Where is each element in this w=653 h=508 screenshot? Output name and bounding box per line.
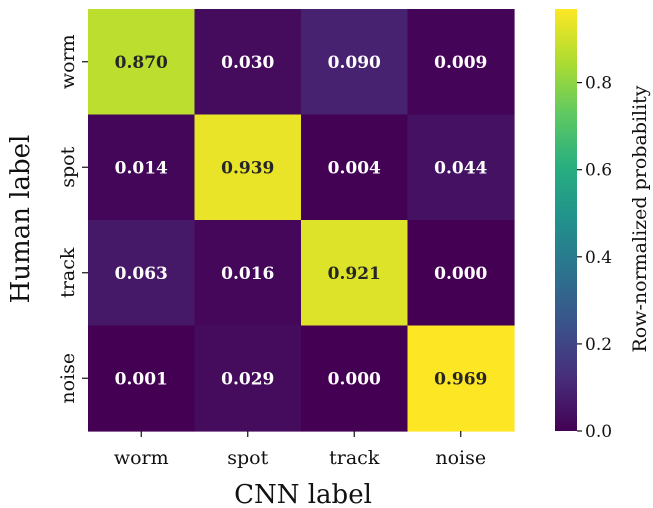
heatmap-grid: 0.870 0.030 0.090 0.009 0.014 0.939 0.004 0.044… <box>88 9 515 432</box>
heatmap-cell-worm-spot <box>194 9 302 116</box>
cell-value-label: 0.009 <box>434 53 487 73</box>
x-axis-ticks: worm spot track noise <box>114 431 486 469</box>
x-tick-label-worm: worm <box>114 447 169 469</box>
y-tick-label-spot: spot <box>57 146 79 187</box>
cell-value-label: 0.090 <box>328 53 381 73</box>
colorbar-tick-label: 0.8 <box>585 74 612 94</box>
cell-value-label: 0.016 <box>221 264 274 284</box>
cell-value-label: 0.044 <box>434 158 487 178</box>
cell-value-label: 0.921 <box>328 264 381 284</box>
cell-value-label: 0.030 <box>221 53 274 73</box>
y-tick-label-noise: noise <box>57 353 79 404</box>
heatmap-cell-spot-track <box>301 114 409 221</box>
heatmap-cell-noise-track <box>301 325 409 432</box>
heatmap-cell-spot-worm <box>88 114 196 221</box>
cell-value-label: 0.969 <box>434 369 487 389</box>
colorbar-title: Row-normalized probability <box>629 85 651 352</box>
heatmap-cell-spot-noise <box>407 114 515 221</box>
heatmap-cell-track-track <box>301 220 409 327</box>
x-tick-label-noise: noise <box>435 447 486 469</box>
heatmap-cell-worm-worm <box>88 9 196 116</box>
cell-value-label: 0.063 <box>115 264 168 284</box>
cell-value-label: 0.014 <box>115 158 168 178</box>
cell-value-label: 0.004 <box>328 158 381 178</box>
colorbar: 0.0 0.2 0.4 0.6 0.8 Row-normalized probabili… <box>555 9 651 442</box>
x-axis-title: CNN label <box>234 480 372 508</box>
heatmap-cell-worm-track <box>301 9 409 116</box>
heatmap-cell-worm-noise <box>407 9 515 116</box>
cell-value-label: 0.939 <box>221 158 274 178</box>
cell-value-label: 0.870 <box>115 53 168 73</box>
y-tick-label-track: track <box>57 247 79 298</box>
colorbar-tick-label: 0.4 <box>585 248 612 268</box>
heatmap-cell-spot-spot <box>194 114 302 221</box>
x-tick-label-spot: spot <box>227 447 268 469</box>
x-tick-label-track: track <box>329 447 380 469</box>
colorbar-tick-label: 0.2 <box>585 335 612 355</box>
cell-value-label: 0.000 <box>434 264 487 284</box>
cell-value-label: 0.029 <box>221 369 274 389</box>
colorbar-tick-label: 0.0 <box>585 422 612 442</box>
heatmap-cell-track-noise <box>407 220 515 327</box>
heatmap-cell-noise-spot <box>194 325 302 432</box>
colorbar-gradient <box>555 9 577 431</box>
cell-value-label: 0.001 <box>115 369 168 389</box>
heatmap-cell-noise-noise <box>407 325 515 432</box>
heatmap-cell-track-worm <box>88 220 196 327</box>
y-axis-title: Human label <box>6 135 36 304</box>
colorbar-ticks: 0.0 0.2 0.4 0.6 0.8 <box>577 74 612 442</box>
y-axis-ticks: worm spot track noise <box>57 34 88 404</box>
heatmap-cell-track-spot <box>194 220 302 327</box>
cell-value-label: 0.000 <box>328 369 381 389</box>
colorbar-tick-label: 0.6 <box>585 161 612 181</box>
y-tick-label-worm: worm <box>57 34 79 89</box>
heatmap-cell-noise-worm <box>88 325 196 432</box>
